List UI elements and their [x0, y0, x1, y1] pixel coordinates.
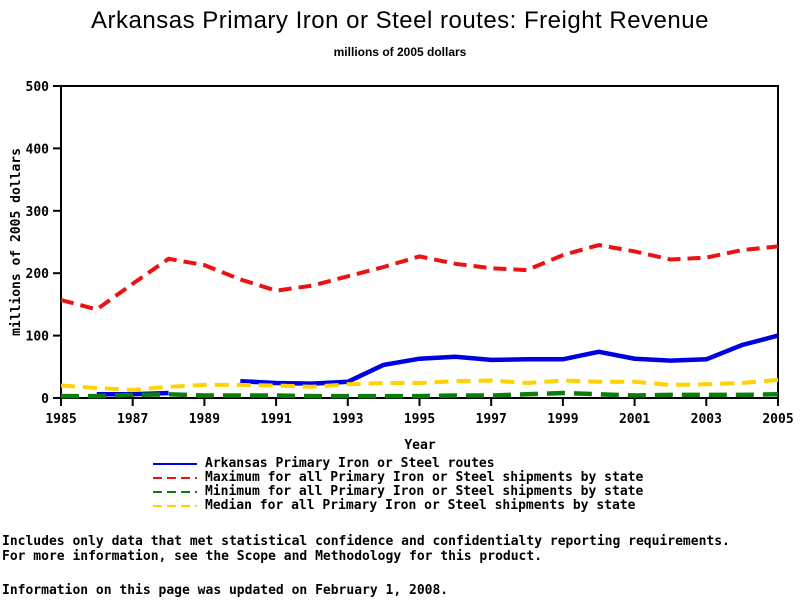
y-axis-tick-label: 300	[26, 205, 50, 220]
x-axis-tick-label: 1999	[547, 412, 578, 427]
x-axis-tick-label: 1995	[404, 412, 435, 427]
y-axis-tick-label: 0	[41, 392, 49, 407]
x-axis-tick-label: 2001	[619, 412, 650, 427]
legend-label: Minimum for all Primary Iron or Steel sh…	[205, 484, 644, 499]
footnote-line-1: Includes only data that met statistical …	[2, 534, 730, 549]
legend-line-minimum-icon	[153, 491, 197, 493]
x-axis-tick-label: 2005	[762, 412, 793, 427]
legend-item-maximum: Maximum for all Primary Iron or Steel sh…	[152, 471, 643, 485]
y-axis-tick-label: 500	[26, 80, 50, 95]
x-axis-tick-label: 1993	[332, 412, 363, 427]
legend-line-maximum-icon	[153, 477, 197, 479]
series-line-median	[60, 377, 779, 392]
x-axis-label: Year	[404, 438, 436, 453]
legend-item-arkansas: Arkansas Primary Iron or Steel routes	[152, 457, 643, 471]
legend-item-median: Median for all Primary Iron or Steel shi…	[152, 499, 643, 513]
footnotes: Includes only data that met statistical …	[2, 534, 730, 564]
x-axis-tick-label: 1991	[260, 412, 291, 427]
y-axis-label: millions of 2005 dollars	[9, 148, 24, 336]
chart-title: Arkansas Primary Iron or Steel routes: F…	[91, 7, 709, 34]
x-axis-tick-label: 2003	[691, 412, 722, 427]
series-line-minimum	[61, 390, 779, 399]
series-line-maximum	[60, 243, 779, 312]
legend: Arkansas Primary Iron or Steel routes Ma…	[152, 457, 643, 513]
x-axis-tick-label: 1987	[117, 412, 148, 427]
plot-area: 0 100 200 300 400 500 1985 1987 1989 1991 1993 1995…	[26, 80, 794, 427]
legend-label: Arkansas Primary Iron or Steel routes	[205, 456, 495, 471]
legend-label: Maximum for all Primary Iron or Steel sh…	[205, 470, 644, 485]
legend-line-median-icon	[153, 505, 197, 507]
x-axis-tick-label: 1997	[476, 412, 507, 427]
legend-item-minimum: Minimum for all Primary Iron or Steel sh…	[152, 485, 643, 499]
x-axis-tick-label: 1989	[189, 412, 220, 427]
y-axis-tick-label: 200	[26, 267, 50, 282]
y-axis-tick-label: 100	[26, 330, 50, 345]
x-axis-tick-label: 1985	[45, 412, 76, 427]
plot-frame	[60, 85, 779, 399]
legend-label: Median for all Primary Iron or Steel shi…	[205, 498, 636, 513]
footnote-line-2: For more information, see the Scope and …	[2, 549, 543, 564]
legend-line-arkansas-icon	[153, 463, 197, 465]
y-axis-tick-label: 400	[26, 142, 50, 157]
updated-note: Information on this page was updated on …	[2, 583, 449, 598]
chart-subtitle: millions of 2005 dollars	[333, 45, 467, 59]
